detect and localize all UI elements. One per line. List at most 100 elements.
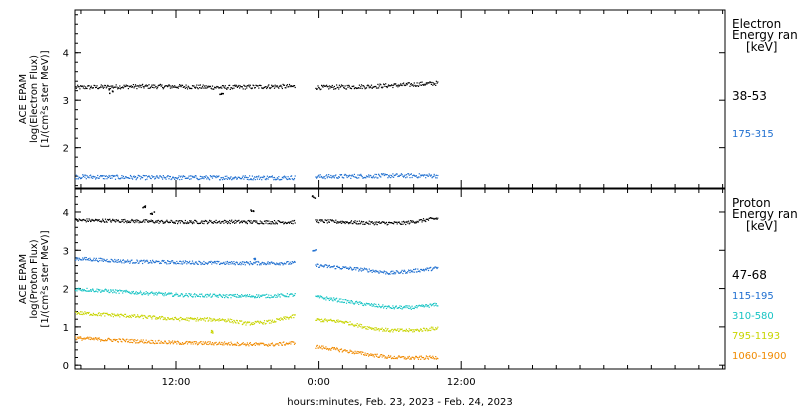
data-point bbox=[274, 294, 276, 296]
data-point bbox=[160, 262, 162, 264]
data-point bbox=[398, 221, 400, 223]
data-point bbox=[173, 295, 175, 297]
data-point bbox=[433, 329, 435, 331]
data-point bbox=[245, 296, 247, 298]
data-point bbox=[271, 223, 273, 225]
data-point bbox=[322, 297, 324, 299]
data-point bbox=[203, 178, 205, 180]
data-point bbox=[159, 220, 161, 222]
data-point bbox=[182, 175, 184, 177]
data-point bbox=[92, 219, 94, 221]
data-point bbox=[335, 268, 337, 270]
data-point bbox=[251, 296, 253, 298]
data-point bbox=[181, 220, 183, 222]
data-point bbox=[171, 341, 173, 344]
data-point bbox=[102, 218, 104, 220]
data-point bbox=[393, 221, 395, 223]
data-point bbox=[214, 342, 216, 344]
data-point bbox=[390, 358, 393, 360]
data-point bbox=[80, 85, 82, 87]
data-point bbox=[114, 339, 117, 342]
data-point bbox=[408, 307, 410, 309]
data-point bbox=[84, 88, 86, 90]
data-point bbox=[240, 296, 242, 298]
data-point bbox=[201, 220, 203, 222]
data-point bbox=[100, 84, 102, 86]
data-point bbox=[172, 176, 174, 178]
data-point bbox=[130, 220, 132, 222]
data-point bbox=[80, 289, 82, 291]
data-point bbox=[117, 341, 119, 343]
data-point bbox=[273, 345, 275, 347]
data-point bbox=[217, 343, 219, 345]
data-point bbox=[153, 222, 155, 224]
data-point bbox=[432, 267, 435, 269]
data-point-spike bbox=[250, 209, 252, 211]
data-point bbox=[419, 219, 421, 221]
data-point bbox=[397, 328, 399, 330]
data-point bbox=[387, 223, 389, 225]
data-point bbox=[226, 344, 229, 346]
data-point bbox=[157, 176, 159, 178]
data-point bbox=[210, 343, 212, 345]
data-point bbox=[380, 271, 383, 273]
data-point bbox=[102, 178, 104, 180]
data-point bbox=[410, 358, 412, 360]
data-point bbox=[408, 82, 410, 84]
data-point bbox=[404, 307, 406, 309]
data-point bbox=[196, 317, 199, 319]
data-point bbox=[213, 262, 215, 264]
data-point bbox=[154, 177, 157, 179]
data-point bbox=[281, 221, 283, 223]
data-point bbox=[278, 176, 280, 178]
data-point bbox=[104, 340, 106, 342]
data-point bbox=[400, 328, 402, 330]
data-point bbox=[154, 292, 156, 294]
data-point bbox=[137, 219, 139, 221]
data-point bbox=[172, 319, 174, 321]
data-point bbox=[353, 325, 355, 327]
data-point bbox=[169, 341, 171, 343]
data-point bbox=[119, 221, 122, 223]
data-point bbox=[130, 316, 132, 319]
data-point bbox=[381, 221, 383, 223]
data-point bbox=[248, 345, 250, 347]
data-point bbox=[225, 221, 227, 223]
data-point-spike bbox=[252, 210, 255, 212]
data-point bbox=[122, 87, 124, 89]
data-point bbox=[212, 319, 214, 321]
data-point bbox=[154, 221, 157, 223]
data-point bbox=[355, 300, 358, 302]
data-point bbox=[89, 336, 91, 338]
data-point bbox=[77, 312, 79, 314]
data-point bbox=[409, 177, 411, 179]
data-point bbox=[100, 291, 102, 293]
data-point bbox=[399, 84, 401, 86]
proton-ytick-label: 2 bbox=[63, 285, 69, 296]
data-point bbox=[365, 302, 368, 304]
data-point bbox=[79, 176, 81, 179]
data-point bbox=[437, 266, 439, 269]
data-point bbox=[229, 261, 231, 263]
data-point bbox=[93, 176, 95, 178]
data-point bbox=[254, 179, 256, 181]
data-point bbox=[405, 305, 407, 307]
data-point bbox=[166, 263, 168, 265]
data-point bbox=[337, 86, 339, 88]
data-point bbox=[405, 272, 407, 274]
data-point bbox=[236, 296, 238, 298]
data-point bbox=[122, 338, 124, 340]
data-point bbox=[428, 217, 430, 219]
data-point bbox=[186, 319, 189, 321]
data-point bbox=[147, 221, 149, 223]
data-point bbox=[266, 262, 268, 264]
data-point bbox=[213, 318, 215, 320]
data-point bbox=[373, 270, 375, 272]
data-point bbox=[286, 85, 288, 87]
data-point bbox=[157, 293, 159, 295]
data-point bbox=[396, 307, 398, 309]
data-point bbox=[294, 222, 296, 224]
data-point bbox=[378, 356, 380, 358]
data-point bbox=[135, 85, 137, 87]
data-point bbox=[243, 343, 245, 346]
